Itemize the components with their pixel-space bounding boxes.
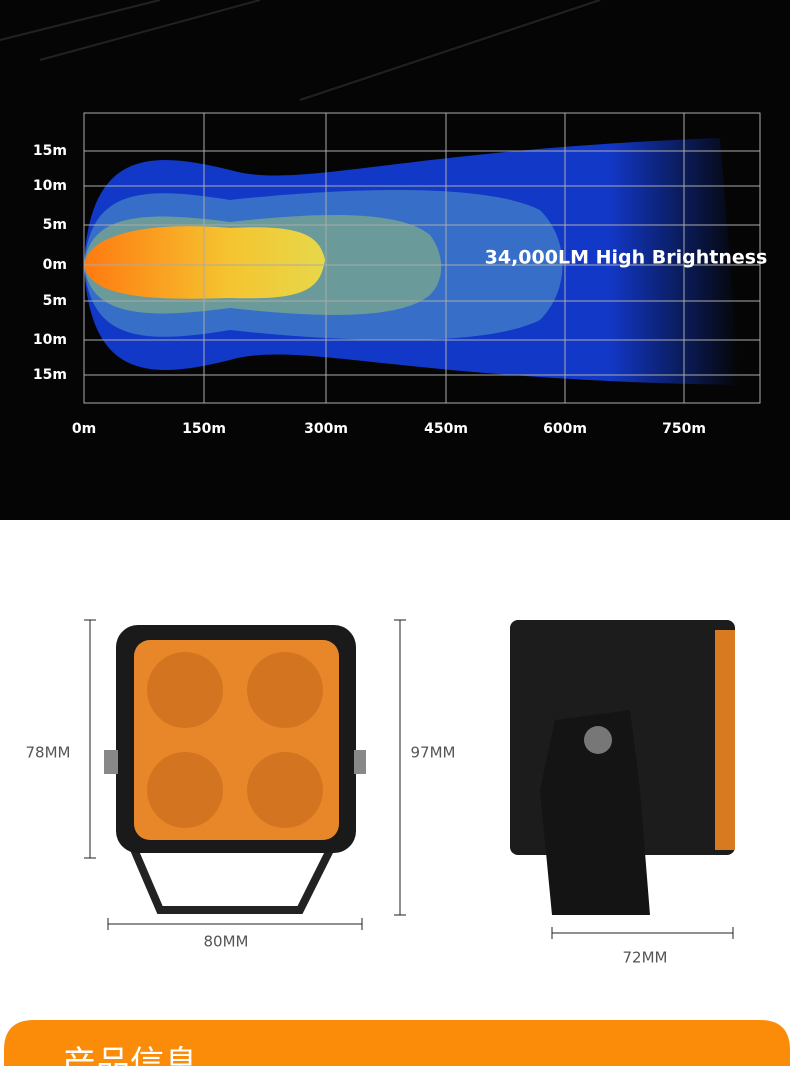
side-view <box>510 620 735 915</box>
x-label: 750m <box>662 421 706 437</box>
annotation: 34,000LM High Brightness <box>485 247 768 269</box>
x-label: 600m <box>543 421 587 437</box>
x-label: 150m <box>182 421 226 437</box>
front-view <box>104 625 366 914</box>
y-label: 15m <box>33 367 67 383</box>
y-label: 5m <box>43 217 67 233</box>
dimension-label: 97MM <box>411 744 456 762</box>
x-label: 450m <box>424 421 468 437</box>
dimension-label: 78MM <box>26 744 71 762</box>
dimension-label: 72MM <box>623 949 668 967</box>
section-title: 产品信息 <box>62 1044 198 1066</box>
decor-lines <box>0 0 601 101</box>
y-label: 5m <box>43 293 67 309</box>
x-label: 0m <box>72 421 96 437</box>
beam-grid <box>83 112 761 404</box>
dimension-label: 80MM <box>204 933 249 951</box>
y-label: 10m <box>33 332 67 348</box>
y-label: 15m <box>33 143 67 159</box>
x-label: 300m <box>304 421 348 437</box>
y-label: 10m <box>33 178 67 194</box>
section-banner <box>4 1020 790 1066</box>
y-label: 0m <box>43 257 67 273</box>
dimension-lines <box>84 619 734 939</box>
